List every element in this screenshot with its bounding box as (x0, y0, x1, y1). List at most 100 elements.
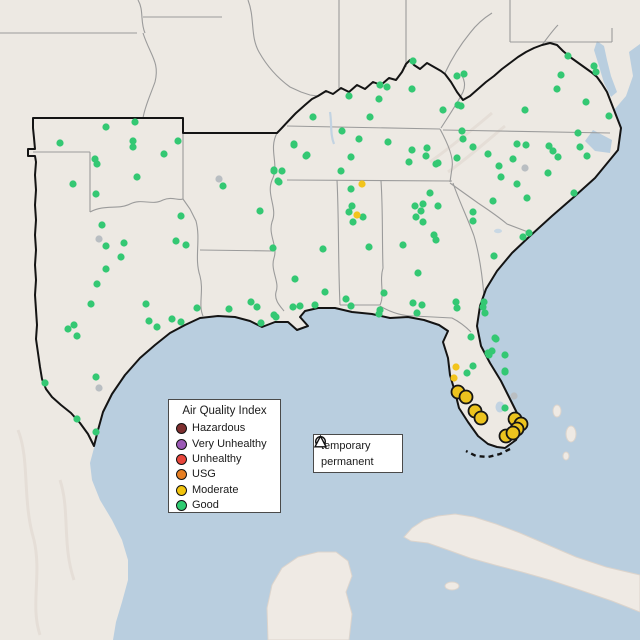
station-marker-good[interactable] (409, 299, 417, 307)
station-marker-good[interactable] (582, 98, 590, 106)
station-marker-good[interactable] (347, 185, 355, 193)
station-marker-inactive[interactable] (95, 235, 103, 243)
station-marker-good[interactable] (289, 303, 297, 311)
station-marker-good[interactable] (545, 142, 553, 150)
station-marker-good[interactable] (290, 140, 298, 148)
station-marker-good[interactable] (411, 202, 419, 210)
station-marker-good[interactable] (87, 300, 95, 308)
station-marker-good[interactable] (153, 323, 161, 331)
station-marker-good[interactable] (349, 218, 357, 226)
station-marker-good[interactable] (452, 298, 460, 306)
station-marker-good[interactable] (342, 295, 350, 303)
station-marker-good[interactable] (408, 146, 416, 154)
station-marker-good[interactable] (182, 241, 190, 249)
station-marker-good[interactable] (380, 289, 388, 297)
station-marker-good[interactable] (409, 57, 417, 65)
station-marker-good[interactable] (432, 236, 440, 244)
station-marker-inactive[interactable] (95, 384, 103, 392)
station-marker-good[interactable] (523, 194, 531, 202)
station-marker-good[interactable] (133, 173, 141, 181)
station-marker-good[interactable] (590, 62, 598, 70)
station-marker-good[interactable] (93, 160, 101, 168)
station-marker-good[interactable] (434, 159, 442, 167)
station-marker-good[interactable] (554, 153, 562, 161)
station-marker-moderate[interactable] (358, 180, 366, 188)
station-marker-inactive[interactable] (510, 392, 518, 400)
station-marker-good[interactable] (469, 143, 477, 151)
station-marker-good[interactable] (64, 325, 72, 333)
station-marker-moderate[interactable] (353, 211, 361, 219)
station-marker-good[interactable] (423, 144, 431, 152)
station-marker-good[interactable] (605, 112, 613, 120)
station-marker-good[interactable] (481, 309, 489, 317)
station-marker-good[interactable] (491, 334, 499, 342)
station-marker-good[interactable] (160, 150, 168, 158)
station-marker-good[interactable] (583, 152, 591, 160)
station-marker-good[interactable] (426, 189, 434, 197)
station-marker-good[interactable] (168, 315, 176, 323)
station-marker-good[interactable] (479, 303, 487, 311)
station-marker-good[interactable] (519, 233, 527, 241)
station-marker-good[interactable] (92, 190, 100, 198)
station-marker-good[interactable] (41, 379, 49, 387)
station-marker-good[interactable] (291, 275, 299, 283)
station-marker-good[interactable] (98, 221, 106, 229)
station-marker-good[interactable] (413, 309, 421, 317)
station-marker-good[interactable] (501, 368, 509, 376)
station-marker-good[interactable] (225, 305, 233, 313)
station-marker-good[interactable] (219, 182, 227, 190)
station-marker-good[interactable] (345, 92, 353, 100)
station-marker-good[interactable] (495, 162, 503, 170)
station-marker-good[interactable] (348, 202, 356, 210)
station-marker-good[interactable] (576, 143, 584, 151)
station-marker-good[interactable] (412, 213, 420, 221)
station-marker-inactive[interactable] (215, 175, 223, 183)
station-marker-good[interactable] (347, 302, 355, 310)
station-marker-good[interactable] (384, 138, 392, 146)
station-marker-good[interactable] (345, 208, 353, 216)
station-marker-good[interactable] (418, 301, 426, 309)
station-marker-good[interactable] (92, 373, 100, 381)
station-marker-good[interactable] (469, 208, 477, 216)
station-marker-good[interactable] (172, 237, 180, 245)
station-marker-good[interactable] (102, 123, 110, 131)
station-marker-good[interactable] (120, 239, 128, 247)
station-marker-good[interactable] (484, 349, 492, 357)
station-marker-good[interactable] (355, 135, 363, 143)
station-marker-good[interactable] (383, 83, 391, 91)
station-marker-good[interactable] (117, 253, 125, 261)
station-marker-good[interactable] (501, 404, 509, 412)
station-marker-good[interactable] (553, 85, 561, 93)
station-marker-inactive[interactable] (521, 164, 529, 172)
station-marker-good[interactable] (467, 333, 475, 341)
station-marker-good[interactable] (434, 202, 442, 210)
station-marker-good[interactable] (70, 321, 78, 329)
station-marker-good[interactable] (557, 71, 565, 79)
station-marker-good[interactable] (570, 189, 578, 197)
station-marker-good[interactable] (73, 332, 81, 340)
station-marker-good[interactable] (309, 113, 317, 121)
station-marker-good[interactable] (102, 265, 110, 273)
station-marker-good[interactable] (129, 137, 137, 145)
station-marker-good[interactable] (490, 252, 498, 260)
station-marker-good[interactable] (145, 317, 153, 325)
station-marker-good[interactable] (513, 140, 521, 148)
station-marker-good[interactable] (460, 70, 468, 78)
station-marker-good[interactable] (419, 200, 427, 208)
station-marker-good[interactable] (513, 180, 521, 188)
station-marker-good[interactable] (522, 141, 530, 149)
station-marker-moderate-large[interactable] (458, 389, 474, 405)
station-marker-good[interactable] (321, 288, 329, 296)
station-marker-good[interactable] (270, 166, 278, 174)
station-marker-good[interactable] (399, 241, 407, 249)
station-marker-good[interactable] (256, 207, 264, 215)
station-marker-good[interactable] (489, 197, 497, 205)
station-marker-good[interactable] (131, 118, 139, 126)
station-marker-good[interactable] (319, 245, 327, 253)
station-marker-good[interactable] (459, 135, 467, 143)
station-marker-good[interactable] (257, 319, 265, 327)
station-marker-good[interactable] (302, 152, 310, 160)
station-marker-good[interactable] (497, 173, 505, 181)
station-marker-good[interactable] (375, 95, 383, 103)
station-marker-good[interactable] (177, 212, 185, 220)
